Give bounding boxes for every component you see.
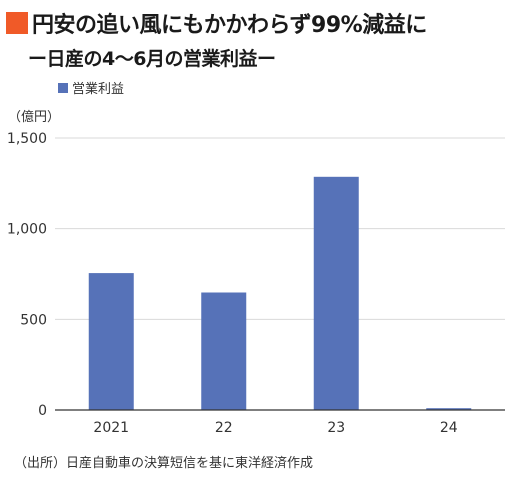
title-row: 円安の追い風にもかかわらず99%減益に: [6, 8, 514, 38]
x-tick-label: 23: [327, 420, 345, 436]
chart-subtitle: ー日産の4〜6月の営業利益ー: [28, 48, 276, 70]
chart-title: 円安の追い風にもかかわらず99%減益に: [32, 13, 427, 38]
y-tick-label: 1,500: [7, 131, 47, 147]
credit-text: TOYO KEIZAI ONLINE: [358, 477, 514, 492]
bar: [426, 408, 472, 410]
y-tick-label: 1,000: [7, 222, 47, 238]
x-tick-label: 22: [215, 420, 233, 436]
y-tick-label: 0: [38, 403, 47, 419]
legend: 営業利益: [58, 78, 124, 97]
x-tick-label: 2021: [93, 420, 129, 436]
y-unit-label: （億円）: [8, 110, 61, 125]
title-marker: [6, 12, 28, 34]
bar: [313, 176, 359, 410]
bar: [88, 273, 134, 410]
title-block: 円安の追い風にもかかわらず99%減益に: [6, 8, 514, 38]
x-tick-label: 24: [440, 420, 458, 436]
bar: [201, 292, 247, 410]
source-note: （出所）日産自動車の決算短信を基に東洋経済作成: [14, 456, 314, 471]
legend-label: 営業利益: [72, 82, 125, 97]
credit-bar: [0, 475, 520, 497]
legend-swatch: [58, 82, 68, 93]
y-tick-label: 500: [20, 312, 47, 328]
